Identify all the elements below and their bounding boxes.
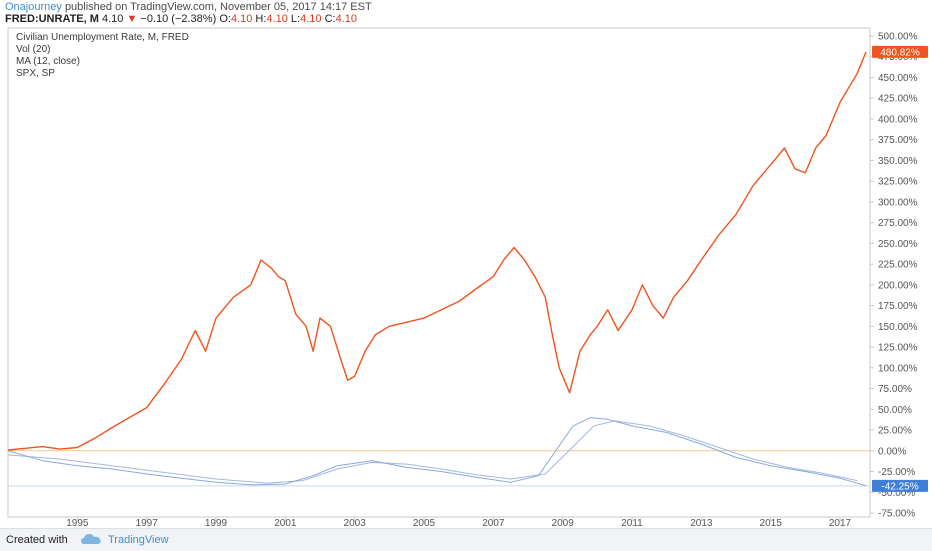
y-tick-label: 450.00% [878, 73, 918, 84]
chart-legend: Civilian Unemployment Rate, M, FRED Vol … [16, 32, 189, 80]
symbol-bar: FRED:UNRATE, M 4.10 ▼ −0.10 (−2.38%) O:4… [5, 13, 357, 25]
y-tick-label: 400.00% [878, 114, 918, 125]
low-label: L: [290, 13, 301, 25]
down-arrow-icon: ▼ [126, 13, 138, 25]
x-tick-label: 2013 [690, 518, 713, 528]
low-value: 4.10 [300, 13, 322, 25]
open-label: O: [219, 13, 231, 25]
open-value: 4.10 [230, 13, 253, 25]
x-tick-label: 2005 [413, 518, 436, 528]
x-tick-label: 1997 [136, 518, 159, 528]
y-tick-label: 500.00% [878, 32, 918, 43]
x-tick-label: 2015 [760, 518, 783, 528]
legend-spx[interactable]: SPX, SP [16, 68, 55, 79]
last-value-label-0: 480.82% [880, 47, 920, 58]
last-value-label-1: -42.25% [881, 481, 918, 492]
x-tick-label: 2011 [621, 518, 643, 528]
footer-bar: Created with TradingView [0, 528, 932, 551]
y-tick-label: 200.00% [878, 280, 918, 291]
price-axis[interactable]: 500.00%475.00%450.00%425.00%400.00%375.0… [870, 32, 918, 520]
time-axis[interactable]: 1995 1997 1999 2001 2003 2005 2007 2009 2011 2013… [66, 517, 852, 528]
y-tick-label: 300.00% [878, 197, 918, 208]
series-layer [7, 51, 867, 487]
y-tick-label: 100.00% [878, 363, 918, 374]
x-tick-label: 2009 [552, 518, 575, 528]
x-tick-label: 2007 [482, 518, 505, 528]
y-tick-label: 350.00% [878, 156, 918, 167]
author-link[interactable]: Onajourney [5, 1, 62, 13]
y-tick-label: 225.00% [878, 260, 918, 271]
x-tick-label: 1995 [66, 518, 89, 528]
symbol-label[interactable]: FRED:UNRATE, M [5, 13, 99, 25]
series-line-2 [7, 420, 858, 484]
last-value-badge-0 [872, 45, 928, 58]
high-value: 4.10 [266, 13, 288, 25]
y-tick-label: 0.00% [878, 446, 906, 457]
created-with-text: Created with [6, 534, 68, 546]
chart-canvas: 500.00%475.00%450.00%425.00%400.00%375.0… [7, 27, 928, 528]
price-change: −0.10 (−2.38%) [140, 13, 217, 25]
x-tick-label: 2001 [274, 518, 297, 528]
legend-ma[interactable]: MA (12, close) [16, 56, 80, 67]
tradingview-cloud-icon [81, 534, 101, 544]
x-tick-label: 2017 [829, 518, 852, 528]
last-value-badge-1 [872, 479, 928, 492]
y-tick-label: 75.00% [878, 384, 912, 395]
tradingview-brand-link[interactable]: TradingView [108, 534, 169, 546]
close-label: C: [324, 13, 336, 25]
plot-frame [7, 27, 871, 518]
high-label: H: [255, 13, 267, 25]
y-tick-label: 275.00% [878, 218, 918, 229]
y-tick-label: 250.00% [878, 239, 918, 250]
series-line-0 [7, 51, 867, 451]
publish-info: Onajourney published on TradingView.com,… [5, 1, 372, 13]
y-tick-label: 25.00% [878, 426, 912, 437]
y-tick-label: 425.00% [878, 94, 918, 105]
y-tick-label: 50.00% [878, 405, 912, 416]
y-tick-label: 375.00% [878, 135, 918, 146]
legend-volume[interactable]: Vol (20) [16, 44, 51, 55]
y-tick-label: 175.00% [878, 301, 918, 312]
y-tick-label: -25.00% [878, 467, 915, 478]
y-tick-label: 125.00% [878, 343, 918, 354]
y-tick-label: -75.00% [878, 509, 915, 520]
close-value: 4.10 [335, 13, 357, 25]
series-line-1 [7, 417, 867, 487]
published-text: published on TradingView.com, November 0… [64, 1, 372, 13]
y-tick-label: -50.00% [878, 488, 915, 499]
last-price: 4.10 [101, 13, 124, 25]
y-tick-label: 150.00% [878, 322, 918, 333]
x-tick-label: 1999 [205, 518, 228, 528]
reference-lines [8, 450, 870, 487]
y-tick-label: 325.00% [878, 177, 918, 188]
last-value-badges: 480.82% -42.25% [872, 45, 928, 492]
x-tick-label: 2003 [344, 518, 367, 528]
legend-main-series[interactable]: Civilian Unemployment Rate, M, FRED [16, 32, 189, 43]
